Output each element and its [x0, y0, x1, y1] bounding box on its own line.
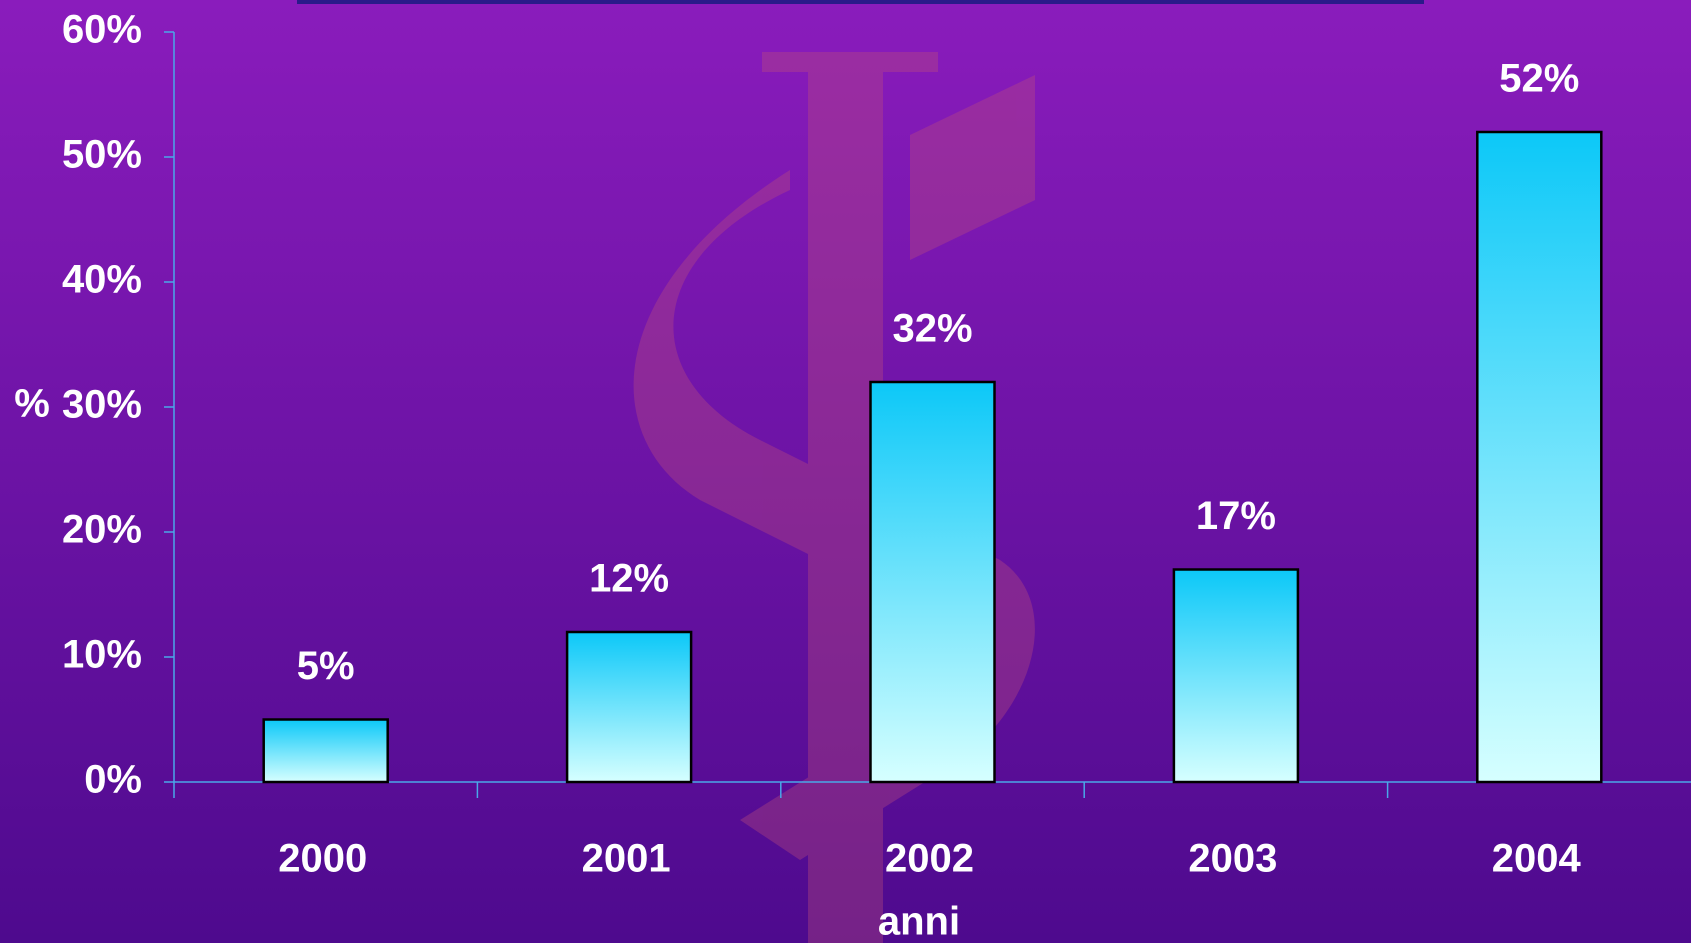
y-axis-label: % [14, 382, 50, 426]
x-tick-label: 2003 [1188, 837, 1277, 881]
top-rule [297, 0, 1424, 4]
y-tick-label: 40% [62, 258, 142, 302]
y-tick-label: 0% [84, 758, 142, 802]
bar [1476, 130, 1603, 784]
y-tick-label: 20% [62, 508, 142, 552]
bar [565, 630, 693, 784]
x-axis-label: anni [878, 900, 960, 943]
value-label: 12% [589, 557, 669, 601]
value-label: 17% [1196, 494, 1276, 538]
bar [1172, 568, 1300, 784]
bar [869, 380, 996, 784]
x-tick-label: 2004 [1492, 837, 1582, 881]
value-label: 52% [1499, 57, 1579, 101]
x-tick-label: 2002 [885, 837, 974, 881]
y-tick-label: 60% [62, 8, 142, 52]
y-tick-label: 10% [62, 633, 142, 677]
value-label: 32% [892, 307, 972, 351]
y-tick-label: 50% [62, 133, 142, 177]
y-tick-label: 30% [62, 383, 142, 427]
bar [262, 718, 389, 784]
x-tick-label: 2001 [582, 837, 671, 881]
value-label: 5% [297, 644, 355, 688]
x-tick-label: 2000 [278, 837, 367, 881]
